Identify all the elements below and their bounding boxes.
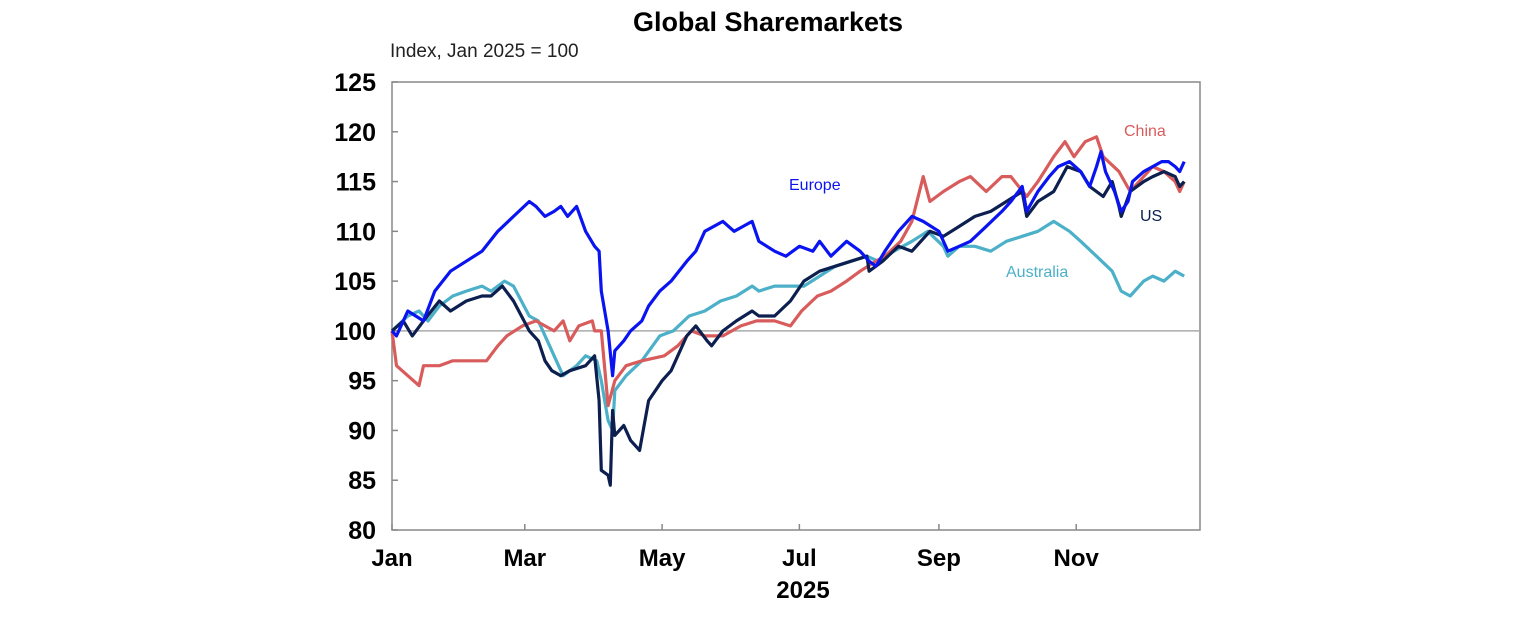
y-tick-label: 120 (334, 119, 376, 147)
y-tick-label: 100 (334, 318, 376, 346)
y-tick-label: 80 (348, 517, 376, 545)
x-axis-year-label: 2025 (776, 577, 829, 604)
y-tick-label: 95 (348, 368, 376, 396)
plot-frame (391, 81, 1201, 531)
chart-subtitle: Index, Jan 2025 = 100 (390, 41, 579, 62)
series-line-china (390, 135, 1186, 408)
x-tick-label: May (639, 545, 686, 572)
legend-label-china: China (1124, 123, 1166, 140)
y-tick-label: 90 (348, 417, 376, 445)
y-tick-label: 105 (334, 268, 376, 296)
y-tick-label: 125 (334, 69, 376, 97)
x-tick-label: Nov (1054, 545, 1100, 572)
legend-label-europe: Europe (789, 177, 841, 194)
x-tick-label: Jan (371, 545, 412, 572)
series-line-europe (390, 150, 1186, 378)
legend-label-us: US (1140, 208, 1162, 225)
y-tick-label: 85 (348, 467, 376, 495)
y-tick-label: 110 (336, 218, 376, 246)
x-tick-label: Sep (917, 545, 961, 572)
x-tick-label: Jul (782, 545, 817, 572)
x-tick-label: Mar (503, 545, 546, 572)
x-axis: Jan Mar May Jul Sep Nov (371, 524, 1100, 572)
series-group (390, 135, 1186, 487)
legend-label-australia: Australia (1006, 264, 1068, 281)
chart-title: Global Sharemarkets (633, 7, 903, 37)
y-tick-label: 115 (336, 169, 376, 197)
y-axis: 80 85 90 95 100 105 110 115 120 125 (334, 69, 398, 545)
series-line-australia (390, 219, 1185, 432)
